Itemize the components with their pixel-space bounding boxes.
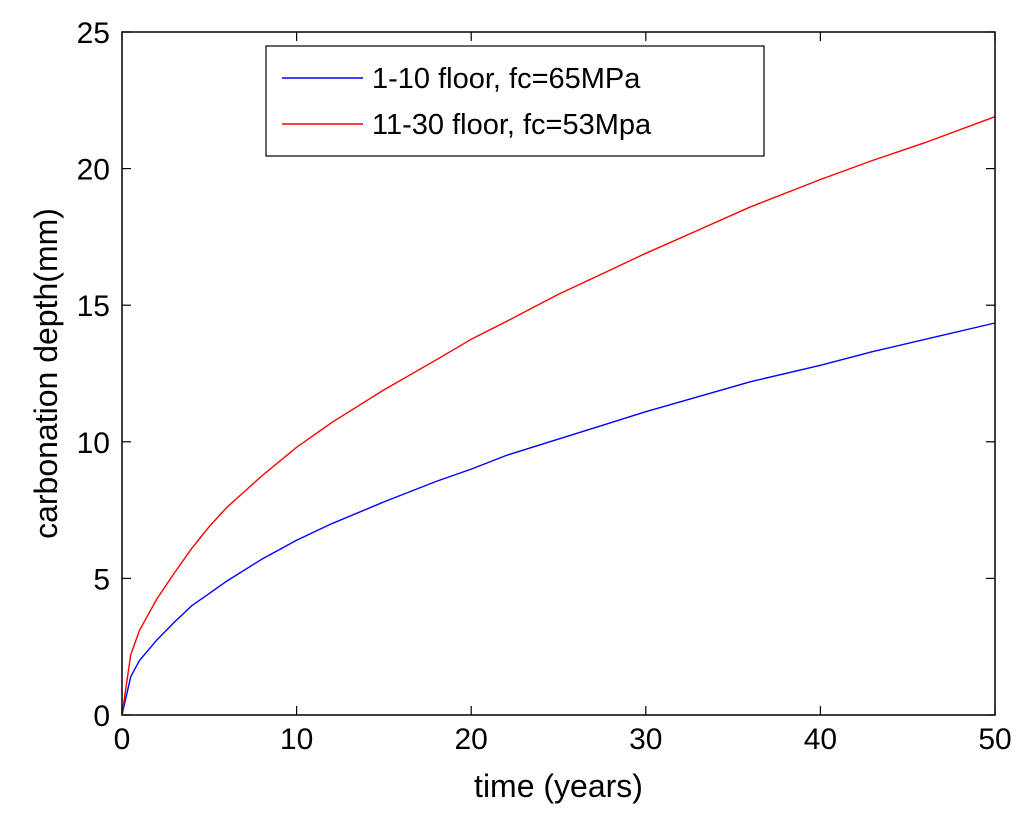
y-tick-label: 15	[77, 290, 110, 323]
legend-label: 1-10 floor, fc=65MPa	[372, 63, 641, 95]
y-tick-label: 0	[93, 700, 110, 733]
series-lines	[121, 116, 996, 716]
x-tick-label: 0	[114, 723, 131, 756]
axis-ticks	[121, 31, 996, 716]
x-tick-label: 40	[804, 723, 837, 756]
y-tick-label: 25	[77, 17, 110, 50]
legend: 1-10 floor, fc=65MPa 11-30 floor, fc=53Mp…	[265, 45, 765, 157]
y-tick-label: 10	[77, 427, 110, 460]
y-tick-label: 20	[77, 154, 110, 187]
x-tick-label: 50	[978, 723, 1011, 756]
x-axis-label: time (years)	[474, 768, 643, 804]
x-tick-label: 20	[455, 723, 488, 756]
plot-area-frame	[121, 31, 996, 716]
x-tick-label: 10	[280, 723, 313, 756]
series-line-2	[121, 116, 996, 716]
x-tick-label: 30	[629, 723, 662, 756]
y-axis-label: carbonation depth(mm)	[28, 208, 64, 539]
legend-box	[265, 45, 765, 157]
y-tick-label: 5	[93, 563, 110, 596]
series-line-1	[121, 322, 996, 716]
legend-label: 11-30 floor, fc=53Mpa	[372, 109, 652, 141]
axis-tick-labels: 0 10 20 30 40 50 0 5 10 15 20 25	[77, 17, 1012, 756]
